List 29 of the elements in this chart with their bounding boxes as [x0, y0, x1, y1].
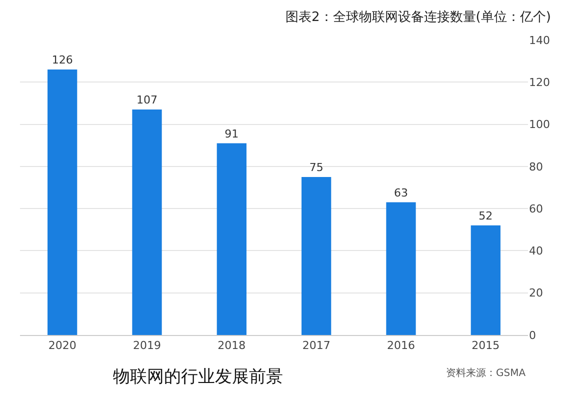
data-label: 126 [52, 54, 73, 66]
y-tick-label: 80 [529, 160, 543, 174]
data-label: 75 [309, 160, 324, 174]
bar [216, 143, 246, 335]
bar [48, 70, 78, 335]
y-tick-label: 0 [529, 328, 536, 342]
text: 物联网的行业发展前景 [113, 367, 283, 387]
text: 资料来源：GSMA [446, 367, 526, 379]
bar [386, 202, 416, 335]
x-tick-label: 2017 [302, 339, 330, 352]
y-tick-label: 140 [529, 34, 550, 47]
y-tick-label: 20 [529, 286, 543, 300]
bar [132, 110, 162, 335]
y-tick-label: 40 [529, 244, 543, 258]
data-label: 63 [394, 186, 408, 200]
y-tick-label: 120 [529, 76, 550, 89]
x-tick-label: 2020 [48, 339, 76, 352]
x-tick-label: 2015 [472, 339, 500, 352]
data-label: 91 [224, 127, 239, 140]
x-tick-label: 2016 [387, 339, 415, 352]
chart-title: 图表2：全球物联网设备连接数量(单位：亿个) [286, 10, 551, 26]
y-tick-label: 100 [529, 118, 550, 132]
y-tick-label: 60 [529, 202, 543, 216]
bar [470, 225, 500, 335]
bar [302, 176, 332, 335]
x-tick-label: 2018 [218, 339, 246, 352]
x-tick-label: 2019 [133, 339, 161, 352]
data-label: 107 [136, 94, 158, 107]
data-label: 52 [478, 209, 493, 222]
